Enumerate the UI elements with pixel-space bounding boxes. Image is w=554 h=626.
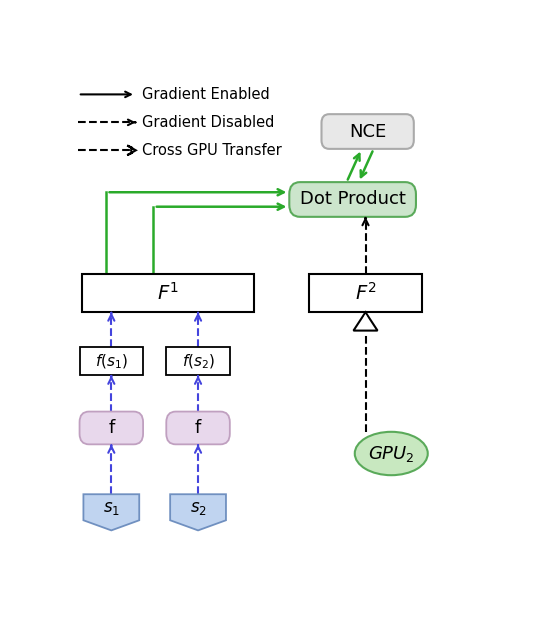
FancyBboxPatch shape: [80, 411, 143, 444]
Text: $F^2$: $F^2$: [355, 282, 376, 304]
Text: Dot Product: Dot Product: [300, 190, 406, 208]
Text: f: f: [195, 419, 201, 437]
Polygon shape: [353, 312, 377, 331]
Text: $s_2$: $s_2$: [189, 500, 207, 518]
Text: Cross GPU Transfer: Cross GPU Transfer: [142, 143, 282, 158]
Polygon shape: [359, 315, 372, 329]
Bar: [80, 347, 143, 376]
FancyBboxPatch shape: [289, 182, 416, 217]
Bar: [166, 347, 230, 376]
Text: $s_1$: $s_1$: [103, 500, 120, 518]
Bar: [82, 274, 254, 312]
Text: $GPU_2$: $GPU_2$: [368, 443, 414, 463]
Bar: [309, 274, 422, 312]
Text: $F^1$: $F^1$: [157, 282, 179, 304]
Text: Gradient Enabled: Gradient Enabled: [142, 87, 270, 102]
Text: $f(s_2)$: $f(s_2)$: [182, 352, 214, 371]
Ellipse shape: [355, 432, 428, 475]
Polygon shape: [84, 495, 139, 530]
Text: Gradient Disabled: Gradient Disabled: [142, 115, 275, 130]
Polygon shape: [127, 145, 136, 155]
Text: $f(s_1)$: $f(s_1)$: [95, 352, 128, 371]
Text: f: f: [108, 419, 115, 437]
FancyBboxPatch shape: [321, 114, 414, 149]
FancyBboxPatch shape: [166, 411, 230, 444]
Polygon shape: [170, 495, 226, 530]
Text: NCE: NCE: [349, 123, 386, 140]
